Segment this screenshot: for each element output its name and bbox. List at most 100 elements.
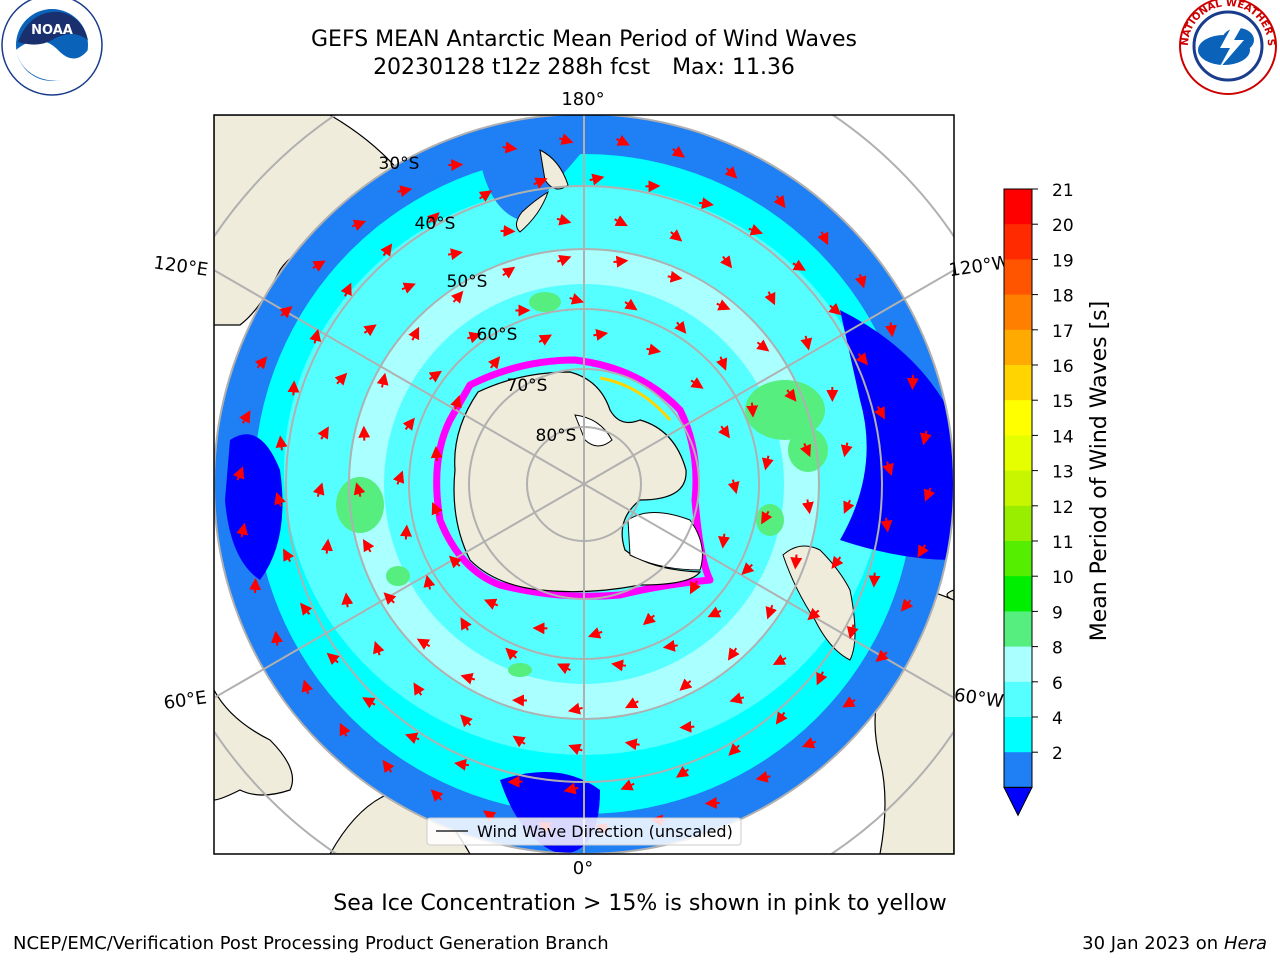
colorbar-extend-triangle xyxy=(1003,786,1033,817)
wind-wave-arrow xyxy=(707,606,722,618)
wind-wave-arrow xyxy=(746,402,759,418)
lon-label-60w: 60°W xyxy=(953,685,1005,713)
wind-wave-arrow xyxy=(589,173,605,186)
wind-wave-arrow xyxy=(679,720,695,733)
wind-wave-arrow xyxy=(873,405,885,420)
wind-wave-arrow xyxy=(400,524,413,540)
wind-wave-arrow xyxy=(339,722,351,737)
wind-wave-arrow xyxy=(501,266,516,279)
lon-label-60e: 60°E xyxy=(162,687,208,714)
wind-wave-arrow xyxy=(868,572,881,588)
chart-title: GEFS MEAN Antarctic Mean Period of Wind … xyxy=(311,27,857,52)
wind-wave-arrow xyxy=(718,533,731,549)
wind-wave-arrow xyxy=(448,555,462,569)
colorbar-tick-label: 18 xyxy=(1052,287,1074,307)
colorbar-segment xyxy=(1004,611,1032,648)
wind-wave-arrow xyxy=(239,410,251,424)
wind-wave-arrow xyxy=(741,562,755,575)
wind-wave-arrow xyxy=(801,737,817,749)
wind-wave-arrow xyxy=(300,602,313,616)
lon-label-180: 180° xyxy=(561,89,604,110)
map-frame xyxy=(213,114,955,855)
colorbar-segment xyxy=(1004,329,1032,366)
wind-wave-arrow xyxy=(917,544,929,558)
wind-wave-arrow xyxy=(671,145,685,158)
colorbar-tick-label: 13 xyxy=(1052,463,1074,483)
colorbar-segment xyxy=(1004,505,1032,542)
wind-wave-arrow xyxy=(426,212,440,225)
wind-wave-arrow xyxy=(447,248,463,261)
wind-wave-arrow xyxy=(624,738,640,751)
wind-wave-arrow xyxy=(254,356,268,370)
colorbar-border xyxy=(1003,188,1033,788)
wind-wave-arrow xyxy=(431,502,443,517)
wind-wave-arrow xyxy=(807,607,821,621)
wind-wave-arrow xyxy=(460,672,476,685)
wind-wave-arrow xyxy=(689,580,701,595)
colorbar-segment xyxy=(1004,717,1032,753)
wind-wave-arrow xyxy=(383,592,397,605)
colorbar-segment xyxy=(1004,752,1032,788)
wind-wave-arrow xyxy=(764,291,776,306)
wind-wave-arrow xyxy=(828,302,842,316)
wind-wave-arrow xyxy=(428,370,442,383)
wind-wave-arrow xyxy=(624,298,638,311)
wind-wave-arrow xyxy=(727,479,740,495)
wind-wave-arrow xyxy=(875,649,889,662)
wind-wave-arrow xyxy=(232,466,245,481)
wind-wave-arrow xyxy=(413,682,425,696)
chart-subtitle: 20230128 t12z 288h fcst Max: 11.36 xyxy=(0,55,1168,80)
wind-wave-arrow xyxy=(450,290,464,304)
wind-wave-arrow xyxy=(382,759,395,774)
colorbar-segment xyxy=(1004,189,1032,225)
wind-wave-arrow xyxy=(799,443,811,458)
wind-wave-arrow xyxy=(667,270,683,283)
wind-wave-arrow xyxy=(669,229,683,242)
wind-wave-arrow xyxy=(283,548,295,563)
wind-wave-arrow xyxy=(900,598,914,612)
wind-wave-arrow xyxy=(397,185,413,198)
wind-wave-arrow xyxy=(275,435,288,451)
wind-wave-arrow xyxy=(376,372,389,388)
wind-wave-arrow xyxy=(880,517,893,533)
noaa-logo-text: NOAA xyxy=(31,23,73,38)
wind-wave-arrow xyxy=(408,326,420,341)
colorbar-tick-label: 8 xyxy=(1052,639,1063,659)
wind-wave-arrow xyxy=(392,470,405,485)
legend-label: Wind Wave Direction (unscaled) xyxy=(477,822,733,841)
wind-wave-arrow xyxy=(854,273,867,289)
wind-wave-arrow xyxy=(309,328,322,344)
wind-wave-arrow xyxy=(792,259,806,271)
wind-wave-arrow xyxy=(756,339,770,352)
wind-wave-arrow xyxy=(679,678,693,691)
date-text: 30 Jan 2023 on xyxy=(1082,933,1224,954)
colorbar-tick-label: 4 xyxy=(1052,709,1063,729)
wind-wave-arrow xyxy=(460,714,473,728)
wind-wave-arrow xyxy=(478,190,493,202)
colorbar-label: Mean Period of Wind Waves [s] xyxy=(1087,301,1112,641)
lat-label-70s: 70°S xyxy=(507,376,548,396)
colorbar-tick-label: 14 xyxy=(1052,427,1074,447)
colorbar-tick-label: 9 xyxy=(1052,603,1063,623)
wind-wave-arrow xyxy=(614,215,628,227)
wind-wave-arrow xyxy=(716,299,731,311)
wind-wave-arrow xyxy=(567,702,583,715)
wind-wave-arrow xyxy=(279,306,293,319)
nws-logo: NATIONAL WEATHER SERVICE xyxy=(0,0,1277,95)
colorbar-tick-label: 6 xyxy=(1052,674,1063,694)
wind-wave-arrow xyxy=(613,255,629,268)
wind-wave-arrow xyxy=(816,671,828,686)
lat-label-40s: 40°S xyxy=(415,214,456,234)
wind-wave-arrow xyxy=(593,328,609,341)
lat-label-50s: 50°S xyxy=(447,272,488,292)
wind-wave-arrow xyxy=(450,395,462,410)
lon-label-120w: 120°W xyxy=(947,252,1011,281)
wind-wave-arrow xyxy=(341,592,354,608)
wind-wave-arrow xyxy=(620,779,635,791)
branch-footer: NCEP/EMC/Verification Post Processing Pr… xyxy=(13,933,609,954)
wind-wave-arrow xyxy=(416,638,431,650)
lat-label-60s: 60°S xyxy=(477,325,518,345)
wind-wave-arrow xyxy=(729,692,745,704)
colorbar: 21 20 19 18 17 16 15 14 13 12 11 10 9 8 6 4 2 xyxy=(1003,181,1074,817)
wind-wave-arrow xyxy=(563,782,579,795)
